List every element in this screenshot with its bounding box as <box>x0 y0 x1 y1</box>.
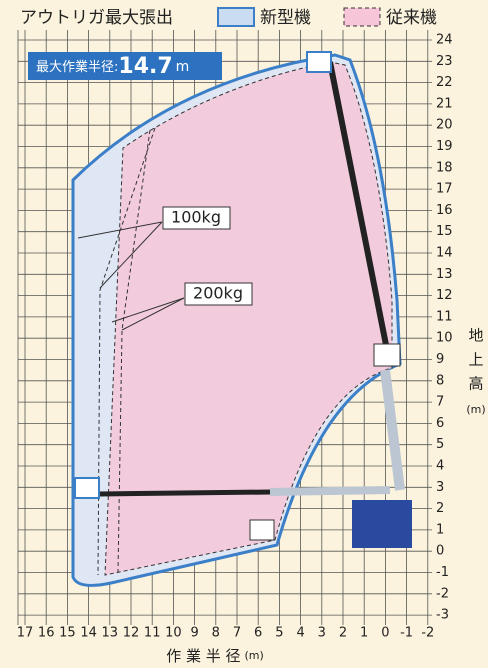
x-tick-label: 11 <box>144 626 161 641</box>
leader-100b <box>99 221 163 289</box>
y-tick-label: 18 <box>436 160 453 175</box>
y-tick-label: 7 <box>436 395 444 410</box>
y-tick-label: 20 <box>436 118 453 133</box>
x-axis-title-text: 作 業 半 径 <box>166 647 240 665</box>
annotation: 200kg <box>193 284 243 303</box>
y-tick-label: 23 <box>436 54 453 69</box>
y-tick-label: 5 <box>436 437 444 452</box>
y-tick-label: 9 <box>436 352 444 367</box>
badge-unit: m <box>176 59 190 75</box>
annotation: 100kg <box>171 208 221 227</box>
y-tick-label: 0 <box>436 544 444 559</box>
y-tick-label: 24 <box>436 33 453 48</box>
mast <box>380 369 405 491</box>
y-tick-label: 3 <box>436 480 444 495</box>
upper-boom <box>327 61 391 356</box>
badge-label: 最大作業半径: <box>36 59 118 75</box>
truck <box>352 500 412 548</box>
y-tick-label: 19 <box>436 139 453 154</box>
x-tick-label: 12 <box>123 626 140 641</box>
load-limit-lines <box>97 127 156 576</box>
lower-boom-gray <box>269 486 391 496</box>
x-tick-label: 9 <box>190 626 198 641</box>
legend-label: 新型機 <box>260 8 311 28</box>
x-tick-label: 4 <box>296 626 304 641</box>
y-axis-unit: (m) <box>466 403 485 416</box>
legend-label: 従来機 <box>386 8 437 28</box>
y-tick-label: -1 <box>436 565 449 580</box>
y-tick-label: 10 <box>436 331 453 346</box>
x-tick-label: -1 <box>400 626 413 641</box>
leader-200 <box>111 297 185 323</box>
x-tick-label: 7 <box>233 626 241 641</box>
y-tick-label: 14 <box>436 246 453 261</box>
y-tick-label: 11 <box>436 309 453 324</box>
title: アウトリガ最大張出 <box>20 8 173 28</box>
x-tick-label: 5 <box>275 626 283 641</box>
x-axis-title: 作 業 半 径 (m) <box>166 647 264 665</box>
badge <box>28 52 222 80</box>
platform-top <box>306 51 332 73</box>
y-tick-label: 12 <box>436 288 453 303</box>
y-tick-label: 16 <box>436 203 453 218</box>
legend-swatch <box>217 7 255 27</box>
leader-200b <box>121 297 185 331</box>
leader-100 <box>77 221 163 239</box>
y-tick-label: 4 <box>436 459 444 474</box>
x-tick-label: 16 <box>38 626 55 641</box>
x-tick-label: 1 <box>360 626 368 641</box>
y-tick-label: 21 <box>436 96 453 111</box>
y-tick-label: 8 <box>436 373 444 388</box>
label-box <box>184 282 253 306</box>
y-tick-label: 6 <box>436 416 444 431</box>
x-axis-unit: (m) <box>245 649 264 662</box>
x-tick-label: 10 <box>165 626 182 641</box>
lower-boom-black <box>99 489 271 497</box>
y-tick-label: -2 <box>436 586 449 601</box>
y-tick-label: -3 <box>436 608 449 623</box>
x-tick-label: 8 <box>212 626 220 641</box>
x-tick-label: -2 <box>421 626 434 641</box>
label-box <box>162 206 231 230</box>
x-tick-label: 17 <box>17 626 34 641</box>
old-envelope <box>104 61 393 576</box>
y-tick-label: 17 <box>436 182 453 197</box>
y-axis-title: 地 <box>468 327 483 345</box>
y-axis-title: 高 <box>468 375 483 393</box>
y-tick-label: 2 <box>436 501 444 516</box>
y-tick-label: 22 <box>436 75 453 90</box>
x-tick-label: 15 <box>59 626 76 641</box>
y-tick-label: 15 <box>436 224 453 239</box>
y-axis-title: 上 <box>468 351 483 369</box>
x-tick-label: 0 <box>381 626 389 641</box>
platform-low <box>249 519 275 541</box>
badge-value: 14.7 <box>118 54 172 79</box>
y-tick-label: 1 <box>436 522 444 537</box>
x-tick-label: 6 <box>254 626 262 641</box>
x-tick-label: 14 <box>80 626 97 641</box>
platform-mid <box>373 343 401 367</box>
x-tick-label: 3 <box>318 626 326 641</box>
x-tick-label: 2 <box>339 626 347 641</box>
platform-left <box>74 477 100 499</box>
legend-swatch <box>343 7 381 27</box>
badge-text: 最大作業半径:14.7 m <box>36 54 189 79</box>
y-tick-label: 13 <box>436 267 453 282</box>
x-tick-label: 13 <box>102 626 119 641</box>
